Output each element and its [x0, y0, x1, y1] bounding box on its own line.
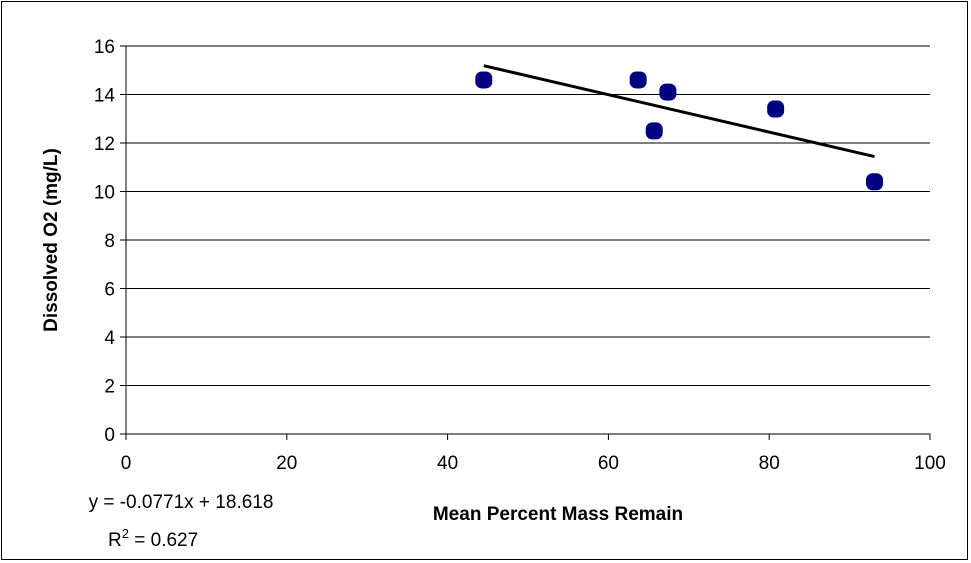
- axes: [120, 45, 931, 440]
- data-point: [767, 100, 785, 118]
- y-tick-label: 16: [94, 37, 115, 58]
- x-tick-labels: 0 20 40 60 80 100: [121, 453, 946, 474]
- x-tick-label: 0: [121, 453, 132, 474]
- x-axis-title: Mean Percent Mass Remain: [433, 504, 683, 525]
- r-squared-superscript: 2: [122, 526, 129, 541]
- y-axis-title: Dissolved O2 (mg/L): [41, 148, 62, 332]
- data-point: [866, 173, 884, 191]
- y-tick-label: 2: [104, 377, 115, 398]
- y-tick-label: 14: [94, 86, 116, 107]
- r-squared-r: R: [108, 530, 122, 551]
- trendline: [483, 64, 875, 159]
- y-tick-label: 8: [104, 231, 115, 252]
- x-tick-label: 60: [598, 453, 619, 474]
- data-point: [629, 71, 647, 89]
- x-tick-label: 80: [759, 453, 780, 474]
- data-points: [475, 71, 884, 191]
- x-tick-label: 40: [437, 453, 458, 474]
- data-point: [659, 83, 677, 101]
- data-point: [645, 122, 663, 140]
- y-tick-label: 6: [104, 280, 115, 301]
- y-tick-label: 10: [94, 183, 115, 204]
- y-tick-label: 12: [94, 134, 115, 155]
- trendline-equation: y = -0.0771x + 18.618: [89, 492, 274, 513]
- trendline-group: [483, 64, 875, 159]
- r-squared-value: = 0.627: [129, 530, 198, 551]
- y-tick-label: 0: [104, 425, 115, 446]
- x-tick-label: 100: [914, 453, 946, 474]
- data-point: [475, 71, 493, 89]
- x-tick-label: 20: [276, 453, 297, 474]
- y-tick-label: 4: [104, 328, 115, 349]
- r-squared-label: R2 = 0.627: [108, 526, 198, 551]
- y-tick-labels: 0 2 4 6 8 10 12 14 16: [94, 37, 116, 446]
- gridlines: [126, 45, 930, 386]
